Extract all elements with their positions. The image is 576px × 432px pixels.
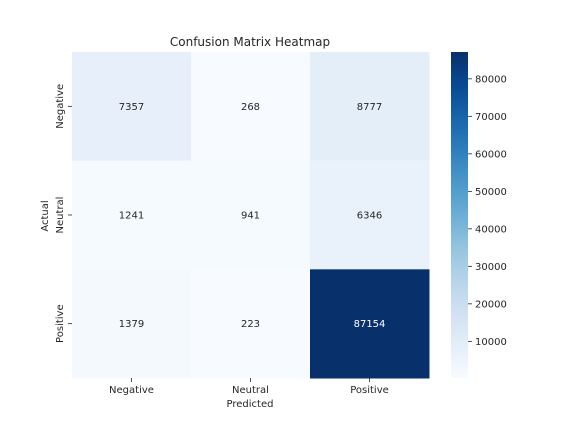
heatmap-cell	[191, 160, 311, 270]
cell-value-label: 8777	[357, 102, 382, 113]
x-tick-label: Positive	[350, 385, 389, 396]
colorbar-tick-label: 60000	[475, 149, 507, 160]
cell-value-label: 7357	[119, 102, 144, 113]
cell-value-label: 941	[241, 211, 260, 222]
cell-value-label: 268	[241, 102, 260, 113]
colorbar-tick-label: 40000	[475, 224, 507, 235]
colorbar-tick-label: 80000	[475, 74, 507, 85]
chart-title: Confusion Matrix Heatmap	[170, 35, 330, 49]
x-axis: Negative Neutral Positive	[109, 378, 389, 396]
y-tick-label: Positive	[55, 304, 66, 343]
heatmap-cell	[72, 52, 192, 162]
colorbar-tick-label: 70000	[475, 112, 507, 123]
cell-value-label: 1241	[119, 211, 144, 222]
y-axis: Negative Neutral Positive	[55, 84, 72, 343]
y-tick-label: Neutral	[55, 197, 66, 234]
heatmap-cell	[72, 160, 192, 270]
heatmap-cell	[310, 52, 430, 162]
x-tick-label: Negative	[109, 385, 154, 396]
colorbar-tick-label: 30000	[475, 262, 507, 273]
colorbar-gradient	[451, 52, 468, 378]
heatmap-cell	[191, 52, 311, 162]
cell-value-label: 1379	[119, 319, 144, 330]
colorbar-tick-label: 10000	[475, 337, 507, 348]
heatmap-cell	[310, 160, 430, 270]
y-tick-label: Negative	[55, 84, 66, 129]
cell-value-label: 6346	[357, 211, 382, 222]
y-axis-label: Actual	[40, 200, 51, 231]
colorbar-tick-label: 20000	[475, 299, 507, 310]
x-tick-label: Neutral	[232, 385, 269, 396]
cell-value-label: 223	[241, 319, 260, 330]
colorbar: 10000 20000 30000 40000 50000 60000 70000 80000	[451, 52, 507, 378]
colorbar-tick-label: 50000	[475, 187, 507, 198]
heatmap-cells: 7357 268 8777 1241 941 6346 1379 223 87154	[72, 52, 430, 379]
heatmap-cell	[191, 269, 311, 379]
heatmap-cell	[310, 269, 430, 379]
x-axis-label: Predicted	[227, 399, 274, 410]
cell-value-label: 87154	[354, 319, 386, 330]
heatmap-cell	[72, 269, 192, 379]
